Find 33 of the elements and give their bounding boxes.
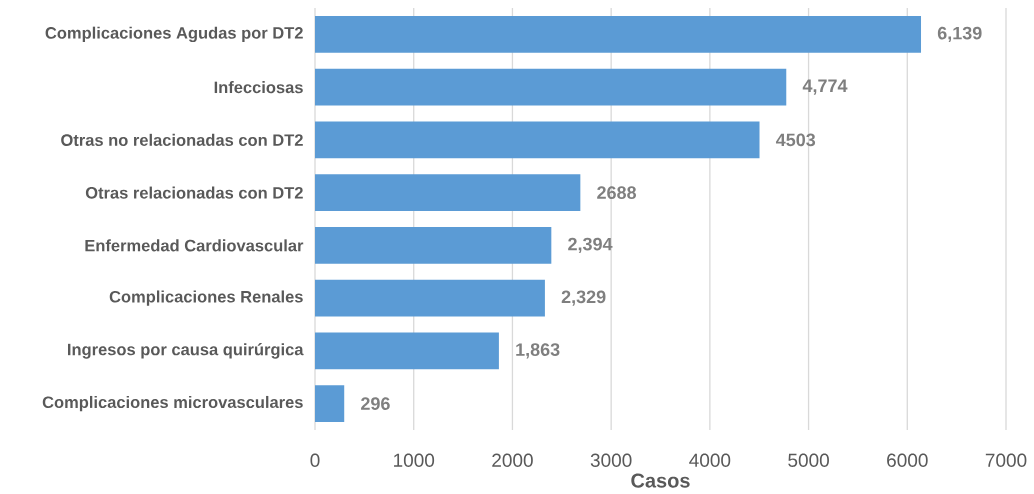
x-tick-label: 7000	[985, 453, 1027, 467]
bar	[315, 385, 345, 423]
x-tick-label: 0	[310, 453, 320, 467]
bar	[315, 332, 499, 370]
x-tick-label: 4000	[689, 453, 731, 467]
bar	[315, 15, 922, 53]
bar	[315, 68, 787, 106]
data-label: 296	[361, 397, 390, 410]
data-label: 4503	[775, 133, 816, 147]
x-tick-label: 5000	[788, 453, 829, 467]
x-tick-label: 1000	[394, 453, 435, 467]
data-label: 2688	[597, 186, 637, 199]
bar	[315, 121, 760, 159]
y-tick-label: Otras no relacionadas con DT2	[61, 133, 303, 146]
y-tick-label: Complicaciones microvasculares	[42, 395, 303, 412]
x-tick-label: 3000	[590, 453, 632, 467]
y-tick-label: Infecciosas	[214, 81, 303, 94]
bar	[315, 279, 545, 317]
y-tick-label: Enfermedad Cardiovascular	[85, 239, 304, 252]
y-tick-label: Complicaciones Renales	[109, 290, 303, 306]
bar	[315, 174, 581, 212]
y-tick-label: Complicaciones Agudas por DT2	[45, 26, 303, 43]
data-label: 6,139	[937, 26, 982, 43]
y-tick-label: Otras relacionadas con DT2	[85, 186, 303, 199]
data-label: 4,774	[802, 79, 848, 95]
y-tick-label: Ingresos por causa quirúrgica	[68, 343, 304, 359]
bar	[315, 226, 552, 264]
data-label: 2,394	[568, 237, 613, 254]
x-tick-label: 2000	[492, 453, 533, 467]
data-label: 2,329	[561, 290, 606, 306]
x-tick-label: 6000	[887, 453, 928, 467]
data-label: 1,863	[516, 343, 560, 359]
x-axis-title: Casos	[631, 473, 690, 488]
